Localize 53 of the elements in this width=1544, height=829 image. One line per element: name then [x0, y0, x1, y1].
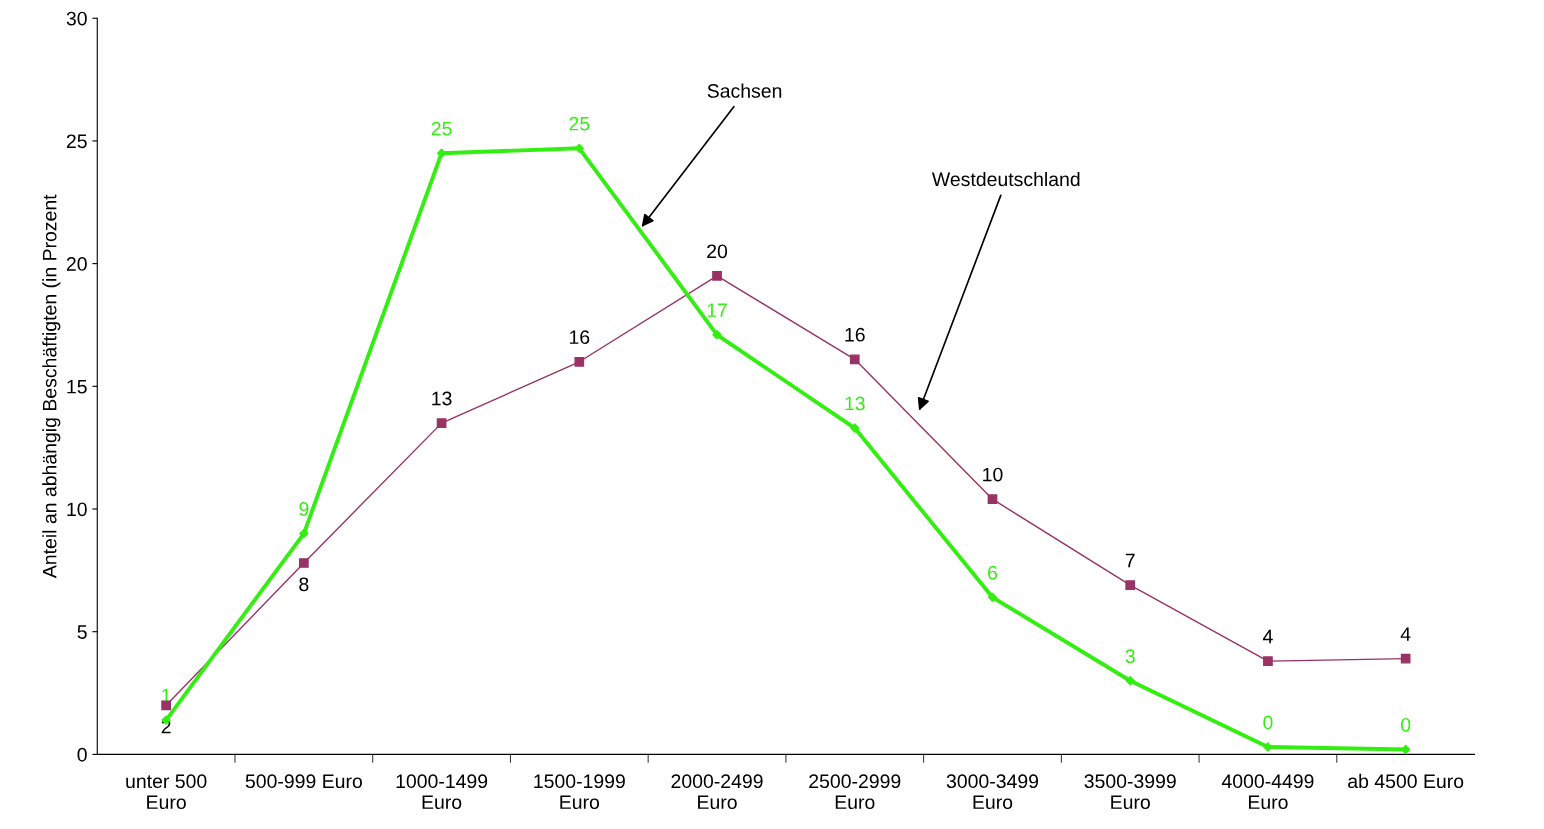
- x-tick-label: 1000-1499 Euro: [396, 774, 488, 810]
- x-tick-label: ab 4500 Euro: [1348, 773, 1464, 789]
- data-label: 3: [1125, 649, 1135, 664]
- data-label: 13: [432, 391, 452, 406]
- point: [1125, 580, 1136, 590]
- point: [987, 592, 998, 602]
- y-tick-label: 20: [66, 257, 87, 271]
- data-label: 8: [299, 577, 309, 592]
- data-label: 17: [707, 303, 727, 317]
- point: [849, 354, 860, 365]
- point: [1125, 676, 1135, 686]
- point: [574, 356, 585, 367]
- point: [1401, 744, 1411, 755]
- data-label: 25: [431, 121, 452, 136]
- y-tick-label: 25: [66, 134, 87, 149]
- x-tick-label: 3500-3999 Euro: [1084, 774, 1176, 810]
- point: [299, 528, 309, 539]
- text: Westdeutschland: [931, 171, 1080, 187]
- point: [987, 494, 998, 505]
- text: Sachsen: [707, 83, 782, 98]
- y-tick-label: 0: [77, 747, 87, 762]
- x-tick-label: 500-999 Euro: [245, 774, 362, 789]
- data-label: 9: [299, 502, 309, 516]
- point: [712, 271, 722, 281]
- data-label: 10: [983, 467, 1003, 482]
- point: [1400, 653, 1411, 664]
- point: [436, 418, 447, 428]
- point: [298, 558, 309, 568]
- data-label: 16: [845, 327, 865, 342]
- data-label: 25: [569, 116, 590, 131]
- point: [712, 330, 722, 340]
- y-tick-label: 5: [77, 625, 87, 639]
- point: [850, 423, 860, 433]
- y-tick-label: 10: [67, 502, 87, 517]
- data-label: 7: [1125, 553, 1135, 568]
- data-label: 0: [1401, 717, 1411, 732]
- x-tick-label: 2000-2499 Euro: [671, 774, 763, 810]
- x-tick-label: 4000-4499 Euro: [1221, 774, 1314, 810]
- y-tick-label: 30: [66, 11, 87, 26]
- x-tick-label: 2500-2999 Euro: [809, 774, 901, 810]
- data-label: 0: [1263, 715, 1273, 730]
- y-tick-label: 15: [67, 379, 87, 394]
- data-label: 16: [569, 330, 590, 345]
- point: [1263, 656, 1273, 667]
- data-label: 20: [707, 244, 728, 259]
- x-tick-label: unter 500 Euro: [126, 774, 207, 810]
- y-axis-title: Anteil an abhängig Beschäftigten (in Prozent: [42, 194, 61, 579]
- data-label: 4: [1262, 629, 1273, 644]
- data-label: 4: [1400, 627, 1411, 641]
- data-label: 6: [988, 565, 998, 580]
- x-tick-label: 3000-3499 Euro: [946, 774, 1039, 810]
- data-label: 13: [845, 396, 865, 411]
- x-tick-label: 1500-1999 Euro: [534, 774, 625, 810]
